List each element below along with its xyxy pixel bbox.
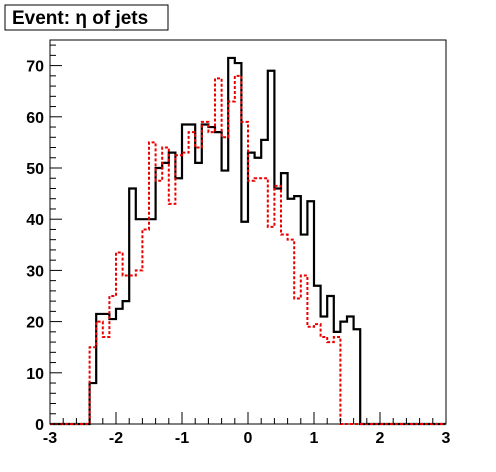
- y-tick-label: 70: [26, 59, 44, 76]
- y-tick-label: 50: [26, 161, 44, 178]
- chart-title: Event: η of jets: [12, 8, 148, 29]
- y-tick-label: 0: [35, 417, 44, 434]
- x-tick-label: 2: [376, 430, 385, 447]
- y-axis: 0 10 20 30 40 50 60 70: [26, 44, 62, 434]
- plot-frame: [49, 39, 447, 425]
- y-tick-label: 40: [26, 212, 44, 229]
- y-tick-label: 60: [26, 110, 44, 127]
- series-layer: [50, 56, 446, 426]
- y-tick-label: 20: [26, 315, 44, 332]
- x-tick-label: -1: [175, 430, 189, 447]
- x-tick-label: 0: [244, 430, 253, 447]
- chart-title-box: Event: η of jets: [4, 4, 169, 31]
- x-tick-label: 3: [442, 430, 451, 447]
- x-tick-label: 1: [310, 430, 319, 447]
- x-tick-label: -3: [43, 430, 57, 447]
- title-frame: [4, 4, 169, 31]
- series-dashed-red-line: [50, 74, 446, 425]
- series-solid-black-line: [50, 56, 446, 426]
- y-tick-label: 30: [26, 263, 44, 280]
- x-axis: -3 -2 -1 0 1 2 3: [43, 412, 451, 447]
- y-tick-label: 10: [26, 366, 44, 383]
- x-tick-label: -2: [109, 430, 123, 447]
